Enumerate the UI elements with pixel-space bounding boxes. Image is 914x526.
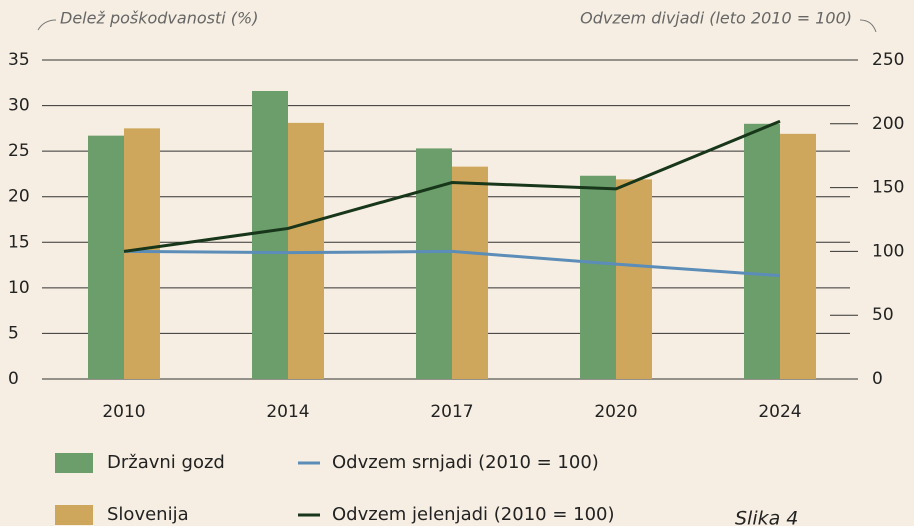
legend-label: Odvzem jelenjadi (2010 = 100) bbox=[332, 504, 615, 525]
axis-arrow bbox=[859, 19, 877, 33]
y-tick-label: 25 bbox=[8, 141, 30, 161]
y-tick-label: 35 bbox=[8, 50, 30, 70]
legend-label: Slovenija bbox=[107, 504, 189, 525]
axis-arrow bbox=[37, 19, 57, 31]
legend-label: Državni gozd bbox=[107, 452, 225, 473]
y-tick-label: 20 bbox=[8, 187, 30, 207]
y2-tick-label: 200 bbox=[872, 114, 904, 134]
y-tick-label: 5 bbox=[8, 323, 19, 343]
y2-tick-label: 0 bbox=[872, 369, 883, 389]
bar bbox=[744, 123, 780, 379]
y2-tick-label: 100 bbox=[872, 241, 904, 261]
x-tick-label: 2024 bbox=[758, 402, 801, 422]
line bbox=[123, 119, 781, 253]
y-tick-label: 10 bbox=[8, 278, 30, 298]
legend-label: Odvzem srnjadi (2010 = 100) bbox=[332, 452, 599, 473]
y2-tick-label: 150 bbox=[872, 178, 904, 198]
bar bbox=[252, 90, 288, 379]
line bbox=[123, 249, 781, 278]
bar bbox=[452, 166, 488, 379]
y-tick-label: 15 bbox=[8, 232, 30, 252]
bar bbox=[616, 179, 652, 379]
bar bbox=[124, 128, 160, 379]
legend-swatch bbox=[55, 505, 93, 525]
y2-tick-label: 50 bbox=[872, 305, 894, 325]
bar bbox=[580, 175, 616, 379]
bar bbox=[780, 133, 816, 379]
y2-tick-label: 250 bbox=[872, 50, 904, 70]
annotation: Slika 4 bbox=[735, 508, 798, 526]
x-tick-label: 2017 bbox=[430, 402, 473, 422]
bar bbox=[88, 135, 124, 379]
legend-swatch bbox=[55, 453, 93, 473]
y-axis-label: Delež poškodvanosti (%) bbox=[60, 9, 258, 28]
x-tick-label: 2010 bbox=[102, 402, 145, 422]
x-tick-label: 2014 bbox=[266, 402, 309, 422]
x-tick-label: 2020 bbox=[594, 402, 637, 422]
y-tick-label: 30 bbox=[8, 96, 30, 116]
y-tick-label: 0 bbox=[8, 369, 19, 389]
y2-axis-label: Odvzem divjadi (leto 2010 = 100) bbox=[580, 9, 852, 28]
